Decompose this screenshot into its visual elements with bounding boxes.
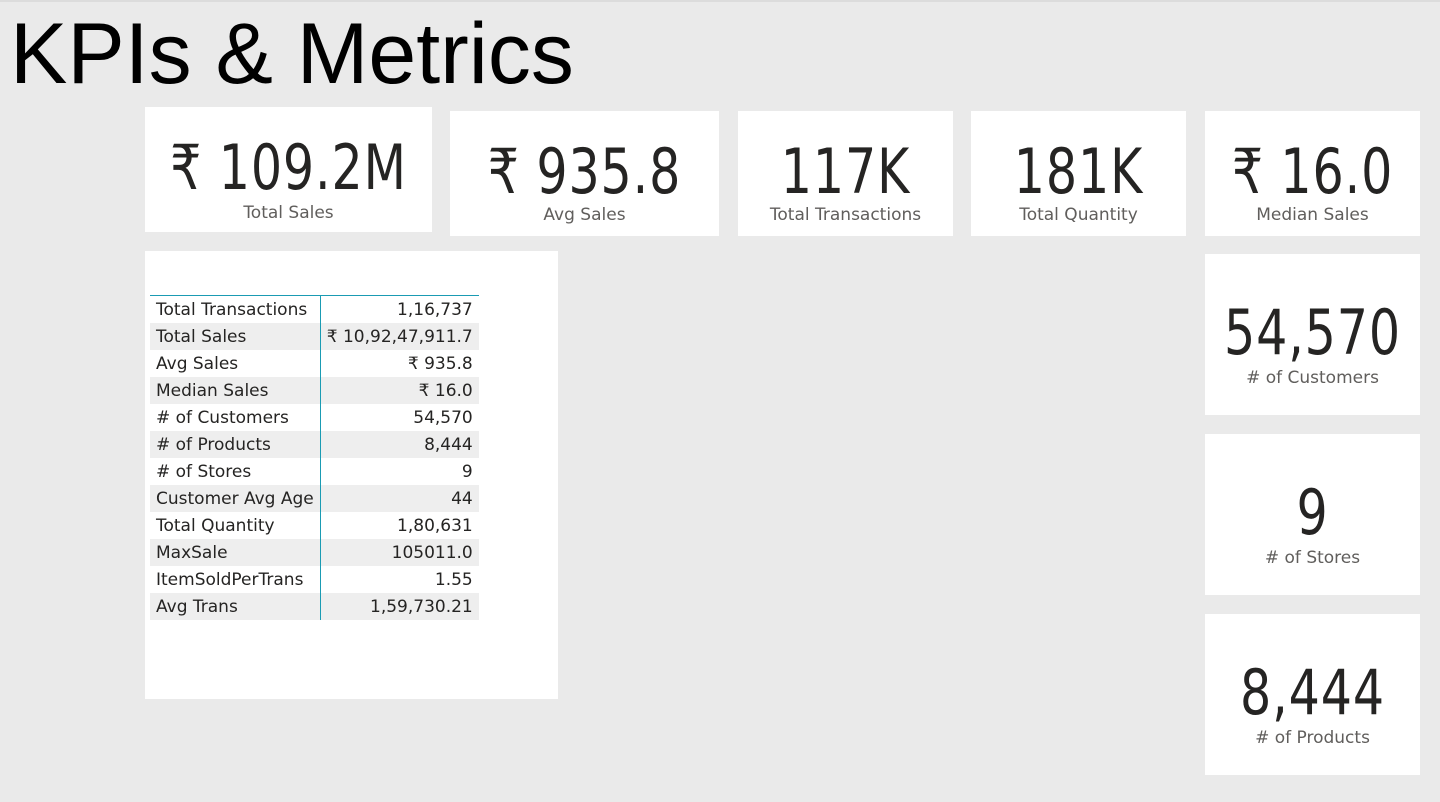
card-total-quantity[interactable]: 181K Total Quantity bbox=[971, 111, 1186, 236]
metric-value-cell: 44 bbox=[320, 485, 479, 512]
metric-name-cell: Median Sales bbox=[150, 377, 321, 404]
kpi-label: Total Quantity bbox=[1019, 205, 1138, 225]
metric-value-cell: 54,570 bbox=[413, 407, 473, 428]
metric-name-cell: Total Transactions bbox=[150, 295, 321, 323]
metric-value-cell: ₹ 935.8 bbox=[407, 353, 473, 374]
kpi-value: 117K bbox=[780, 135, 911, 208]
table-row[interactable]: ItemSoldPerTrans 1.55 bbox=[150, 566, 479, 593]
metric-name-cell: Total Sales bbox=[150, 323, 321, 350]
metric-value-cell: 1,80,631 bbox=[397, 515, 473, 536]
table-row[interactable]: Avg Trans 1,59,730.21 bbox=[150, 593, 479, 620]
kpi-value: ₹ 16.0 bbox=[1231, 135, 1394, 208]
kpi-value: 8,444 bbox=[1240, 656, 1385, 729]
metric-name-cell: # of Customers bbox=[150, 404, 321, 431]
metric-value-cell: 1,16,737 bbox=[397, 299, 473, 320]
metric-name-cell: Avg Sales bbox=[150, 350, 321, 377]
metrics-table-card[interactable]: Total Transactions 1,16,737 Total Sales ₹ 1… bbox=[145, 251, 558, 699]
metric-name-cell: MaxSale bbox=[150, 539, 321, 566]
page-title: KPIs & Metrics bbox=[10, 6, 574, 102]
metric-value-cell: 8,444 bbox=[320, 431, 479, 458]
card-products[interactable]: 8,444 # of Products bbox=[1205, 614, 1420, 775]
kpi-value: 54,570 bbox=[1224, 296, 1401, 369]
metric-name-cell: Customer Avg Age bbox=[150, 485, 321, 512]
metric-value-cell: 1,59,730.21 bbox=[320, 593, 479, 620]
kpi-label: # of Products bbox=[1255, 728, 1370, 748]
card-total-transactions[interactable]: 117K Total Transactions bbox=[738, 111, 953, 236]
kpi-value: 181K bbox=[1013, 135, 1144, 208]
metric-name-cell: Total Quantity bbox=[150, 512, 321, 539]
card-stores[interactable]: 9 # of Stores bbox=[1205, 434, 1420, 595]
table-row[interactable]: Total Sales ₹ 10,92,47,911.7 bbox=[150, 323, 479, 350]
metric-value-cell: ₹ 16.0 bbox=[320, 377, 479, 404]
table-row[interactable]: # of Stores 9 bbox=[150, 458, 479, 485]
kpi-label: # of Stores bbox=[1264, 548, 1361, 568]
metric-value-cell: 105011.0 bbox=[320, 539, 479, 566]
kpi-value: 9 bbox=[1296, 476, 1329, 549]
metric-name-cell: # of Stores bbox=[150, 458, 321, 485]
kpi-label: Avg Sales bbox=[543, 205, 626, 225]
card-total-sales[interactable]: ₹ 109.2M Total Sales bbox=[145, 107, 432, 232]
table-row[interactable]: Avg Sales ₹ 935.8 bbox=[150, 350, 479, 377]
metric-value-cell: ₹ 10,92,47,911.7 bbox=[320, 323, 479, 350]
table-row[interactable]: Customer Avg Age 44 bbox=[150, 485, 479, 512]
card-avg-sales[interactable]: ₹ 935.8 Avg Sales bbox=[450, 111, 719, 236]
metric-name-cell: ItemSoldPerTrans bbox=[150, 566, 321, 593]
table-row[interactable]: # of Customers 54,570 bbox=[150, 404, 479, 431]
metric-value-cell: 1.55 bbox=[434, 569, 473, 590]
table-row[interactable]: MaxSale 105011.0 bbox=[150, 539, 479, 566]
table-row[interactable]: Total Quantity 1,80,631 bbox=[150, 512, 479, 539]
kpi-label: Total Transactions bbox=[769, 205, 922, 225]
kpi-value: ₹ 109.2M bbox=[170, 131, 407, 204]
card-customers[interactable]: 54,570 # of Customers bbox=[1205, 254, 1420, 415]
metrics-table: Total Transactions 1,16,737 Total Sales ₹ 1… bbox=[150, 295, 479, 620]
table-row[interactable]: Total Transactions 1,16,737 bbox=[150, 295, 479, 323]
table-row[interactable]: # of Products 8,444 bbox=[150, 431, 479, 458]
metric-name-cell: Avg Trans bbox=[150, 593, 321, 620]
metric-name-cell: # of Products bbox=[150, 431, 321, 458]
kpi-label: # of Customers bbox=[1246, 368, 1379, 388]
metric-value-cell: 9 bbox=[461, 461, 473, 482]
card-median-sales[interactable]: ₹ 16.0 Median Sales bbox=[1205, 111, 1420, 236]
kpi-value: ₹ 935.8 bbox=[487, 135, 682, 208]
kpi-label: Median Sales bbox=[1256, 205, 1369, 225]
kpi-label: Total Sales bbox=[243, 203, 334, 223]
top-border bbox=[0, 0, 1440, 2]
table-row[interactable]: Median Sales ₹ 16.0 bbox=[150, 377, 479, 404]
